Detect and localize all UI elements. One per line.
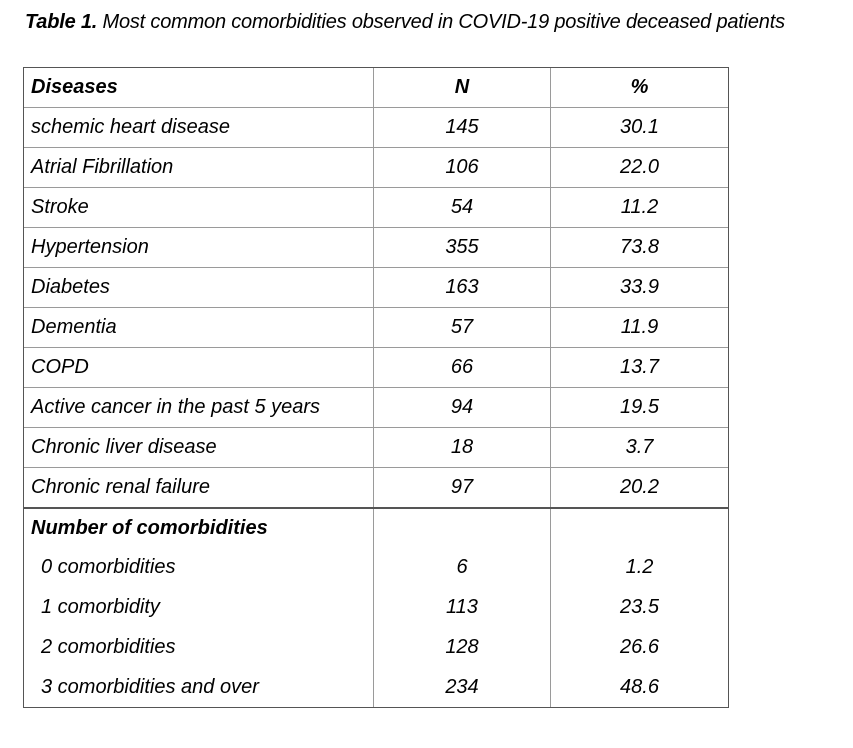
table-row: COPD 66 13.7 [23, 347, 729, 388]
row-label: Chronic liver disease [23, 427, 374, 468]
table-row: Dementia 57 11.9 [23, 307, 729, 348]
table-caption: Table 1. Most common comorbidities obser… [25, 11, 785, 34]
section-title: Number of comorbidities [23, 506, 374, 548]
row-label: schemic heart disease [23, 107, 374, 148]
row-pct: 26.6 [550, 627, 729, 668]
section-n-empty [373, 506, 551, 548]
row-label: Hypertension [23, 227, 374, 268]
table-row: Hypertension 355 73.8 [23, 227, 729, 268]
section-pct-empty [550, 506, 729, 548]
comorbidities-table: Diseases N % schemic heart disease 145 3… [23, 67, 729, 708]
row-pct: 23.5 [550, 587, 729, 628]
table-row: Stroke 54 11.2 [23, 187, 729, 228]
table-row: Chronic liver disease 18 3.7 [23, 427, 729, 468]
row-label: Diabetes [23, 267, 374, 308]
row-pct: 13.7 [550, 347, 729, 388]
caption-lead: Table 1. [25, 11, 98, 33]
row-pct: 73.8 [550, 227, 729, 268]
row-n: 66 [373, 347, 551, 388]
table-row: Active cancer in the past 5 years 94 19.… [23, 387, 729, 428]
row-pct: 3.7 [550, 427, 729, 468]
caption-text: Most common comorbidities observed in CO… [97, 11, 785, 33]
row-pct: 11.2 [550, 187, 729, 228]
row-pct: 33.9 [550, 267, 729, 308]
row-n: 163 [373, 267, 551, 308]
row-n: 18 [373, 427, 551, 468]
table-row: 2 comorbidities 128 26.6 [23, 627, 729, 668]
row-n: 6 [373, 547, 551, 588]
row-pct: 22.0 [550, 147, 729, 188]
row-pct: 48.6 [550, 667, 729, 708]
table-row: 0 comorbidities 6 1.2 [23, 547, 729, 588]
table-row: 3 comorbidities and over 234 48.6 [23, 667, 729, 708]
row-label: 2 comorbidities [23, 627, 374, 668]
row-n: 355 [373, 227, 551, 268]
row-pct: 19.5 [550, 387, 729, 428]
row-n: 128 [373, 627, 551, 668]
row-n: 57 [373, 307, 551, 348]
table-row: Diabetes 163 33.9 [23, 267, 729, 308]
table-row: 1 comorbidity 113 23.5 [23, 587, 729, 628]
row-pct: 1.2 [550, 547, 729, 588]
row-label: Active cancer in the past 5 years [23, 387, 374, 428]
table-row: schemic heart disease 145 30.1 [23, 107, 729, 148]
row-n: 145 [373, 107, 551, 148]
header-n: N [373, 67, 551, 108]
row-label: Dementia [23, 307, 374, 348]
row-label: COPD [23, 347, 374, 388]
header-percent: % [550, 67, 729, 108]
table-row: Atrial Fibrillation 106 22.0 [23, 147, 729, 188]
row-pct: 11.9 [550, 307, 729, 348]
row-label: 1 comorbidity [23, 587, 374, 628]
row-label: Stroke [23, 187, 374, 228]
row-n: 234 [373, 667, 551, 708]
row-pct: 30.1 [550, 107, 729, 148]
row-n: 97 [373, 467, 551, 508]
section-row: Number of comorbidities [23, 506, 729, 548]
row-label: Chronic renal failure [23, 467, 374, 508]
header-row: Diseases N % [23, 67, 729, 108]
row-pct: 20.2 [550, 467, 729, 508]
row-n: 113 [373, 587, 551, 628]
row-label: 0 comorbidities [23, 547, 374, 588]
row-n: 106 [373, 147, 551, 188]
row-label: 3 comorbidities and over [23, 667, 374, 708]
row-label: Atrial Fibrillation [23, 147, 374, 188]
table-row: Chronic renal failure 97 20.2 [23, 467, 729, 508]
header-diseases: Diseases [23, 67, 374, 108]
row-n: 94 [373, 387, 551, 428]
row-n: 54 [373, 187, 551, 228]
